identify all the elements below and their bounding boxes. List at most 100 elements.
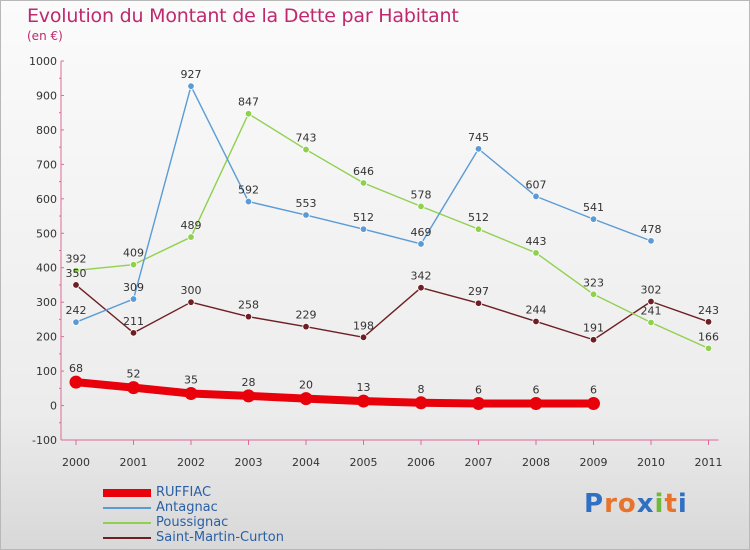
data-point (72, 318, 80, 326)
data-point (417, 240, 425, 248)
data-point (72, 266, 80, 275)
data-label: 342 (411, 270, 432, 283)
data-label: 847 (238, 96, 259, 109)
legend-label: Antagnac (156, 500, 218, 515)
y-tick-label: 500 (36, 227, 57, 240)
proxiti-logo: Proxiti (584, 489, 688, 519)
data-point (532, 192, 540, 201)
x-tick-label: 2010 (637, 456, 665, 469)
legend-swatch (103, 506, 151, 509)
x-tick-label: 2001 (120, 456, 148, 469)
series-points (69, 82, 713, 410)
data-point (532, 249, 540, 257)
data-label: 578 (411, 188, 432, 201)
data-label: 258 (238, 299, 259, 312)
data-point (244, 312, 253, 321)
data-label: 242 (66, 304, 87, 317)
data-labels: 350 211 300 258 229 198 342 297 244 191 302 243 392 4… (66, 68, 720, 396)
data-point (417, 202, 425, 211)
data-label: 243 (698, 304, 719, 317)
data-label: 309 (123, 281, 144, 294)
data-point (474, 145, 483, 153)
legend-label: Saint-Martin-Curton (156, 530, 284, 545)
data-label: 541 (583, 201, 604, 214)
x-tick-label: 2011 (695, 456, 723, 469)
data-label: 745 (468, 131, 489, 144)
data-point (187, 298, 195, 306)
data-point (129, 329, 138, 337)
legend-label: RUFFIAC (156, 485, 212, 500)
data-label: 512 (468, 211, 489, 224)
data-point (129, 295, 138, 303)
data-label: 592 (238, 184, 259, 197)
y-tick-label: 200 (36, 331, 57, 344)
data-point (704, 344, 713, 353)
y-tick-label: 100 (36, 365, 57, 378)
data-label: 350 (66, 267, 87, 280)
x-tick-label: 2007 (465, 456, 493, 469)
x-tick-label: 2002 (177, 456, 205, 469)
data-point (474, 225, 483, 233)
data-point (244, 197, 253, 206)
y-tick-label: -100 (32, 434, 57, 447)
x-tick-label: 2008 (522, 456, 550, 469)
chart-title: Evolution du Montant de la Dette par Hab… (27, 5, 459, 27)
series-line-saint-martin-curton (75, 284, 710, 341)
data-label: 392 (66, 252, 87, 265)
legend-item: Saint-Martin-Curton (103, 530, 284, 545)
data-point (302, 145, 310, 154)
series-line-poussignac (75, 113, 710, 350)
data-point (474, 299, 483, 307)
x-tick-label: 2006 (407, 456, 435, 469)
logo-letter: o (617, 489, 637, 519)
y-tick-label: 1000 (29, 55, 57, 68)
data-point (302, 322, 310, 331)
unit-label: (en €) (27, 29, 63, 43)
data-label: 6 (533, 383, 540, 396)
y-tick-label: 300 (36, 296, 57, 309)
x-tick-label: 2005 (350, 456, 378, 469)
data-label: 607 (526, 178, 547, 191)
y-tick-label: 900 (36, 89, 57, 102)
data-label: 52 (127, 368, 141, 381)
data-label: 443 (526, 235, 547, 248)
logo-letter: r (604, 489, 618, 519)
logo-letter: i (677, 489, 688, 519)
axes: -100 0 100 200 300 400 500 600 700 800 900 1000 2000… (29, 55, 723, 469)
data-point (302, 211, 310, 219)
data-point (589, 215, 598, 223)
data-label: 302 (641, 283, 662, 296)
data-label: 646 (353, 165, 374, 178)
data-point (359, 333, 368, 342)
data-point (529, 396, 543, 410)
data-point (357, 394, 370, 408)
x-tick-label: 2009 (580, 456, 608, 469)
data-point (647, 318, 655, 327)
data-label: 20 (299, 379, 313, 392)
data-point (417, 284, 425, 292)
data-point (359, 179, 368, 187)
series-lines (72, 85, 710, 408)
y-tick-label: 800 (36, 124, 57, 137)
logo-letter: i (654, 489, 665, 519)
legend: RUFFIAC Antagnac Poussignac Saint-Martin-Cu… (103, 485, 284, 545)
data-label: 300 (181, 284, 202, 297)
data-label: 166 (698, 330, 719, 343)
data-label: 244 (526, 303, 547, 316)
y-tick-label: 600 (36, 193, 57, 206)
data-point (704, 318, 713, 326)
data-point (129, 260, 138, 269)
data-point (242, 389, 255, 403)
data-label: 229 (296, 309, 317, 322)
data-point (532, 317, 540, 326)
data-label: 6 (475, 383, 482, 396)
data-label: 553 (296, 197, 317, 210)
data-label: 28 (242, 376, 256, 389)
legend-item: Antagnac (103, 500, 284, 515)
y-tick-label: 400 (36, 262, 57, 275)
legend-label: Poussignac (156, 515, 229, 530)
data-label: 489 (181, 219, 202, 232)
legend-item: Poussignac (103, 515, 284, 530)
